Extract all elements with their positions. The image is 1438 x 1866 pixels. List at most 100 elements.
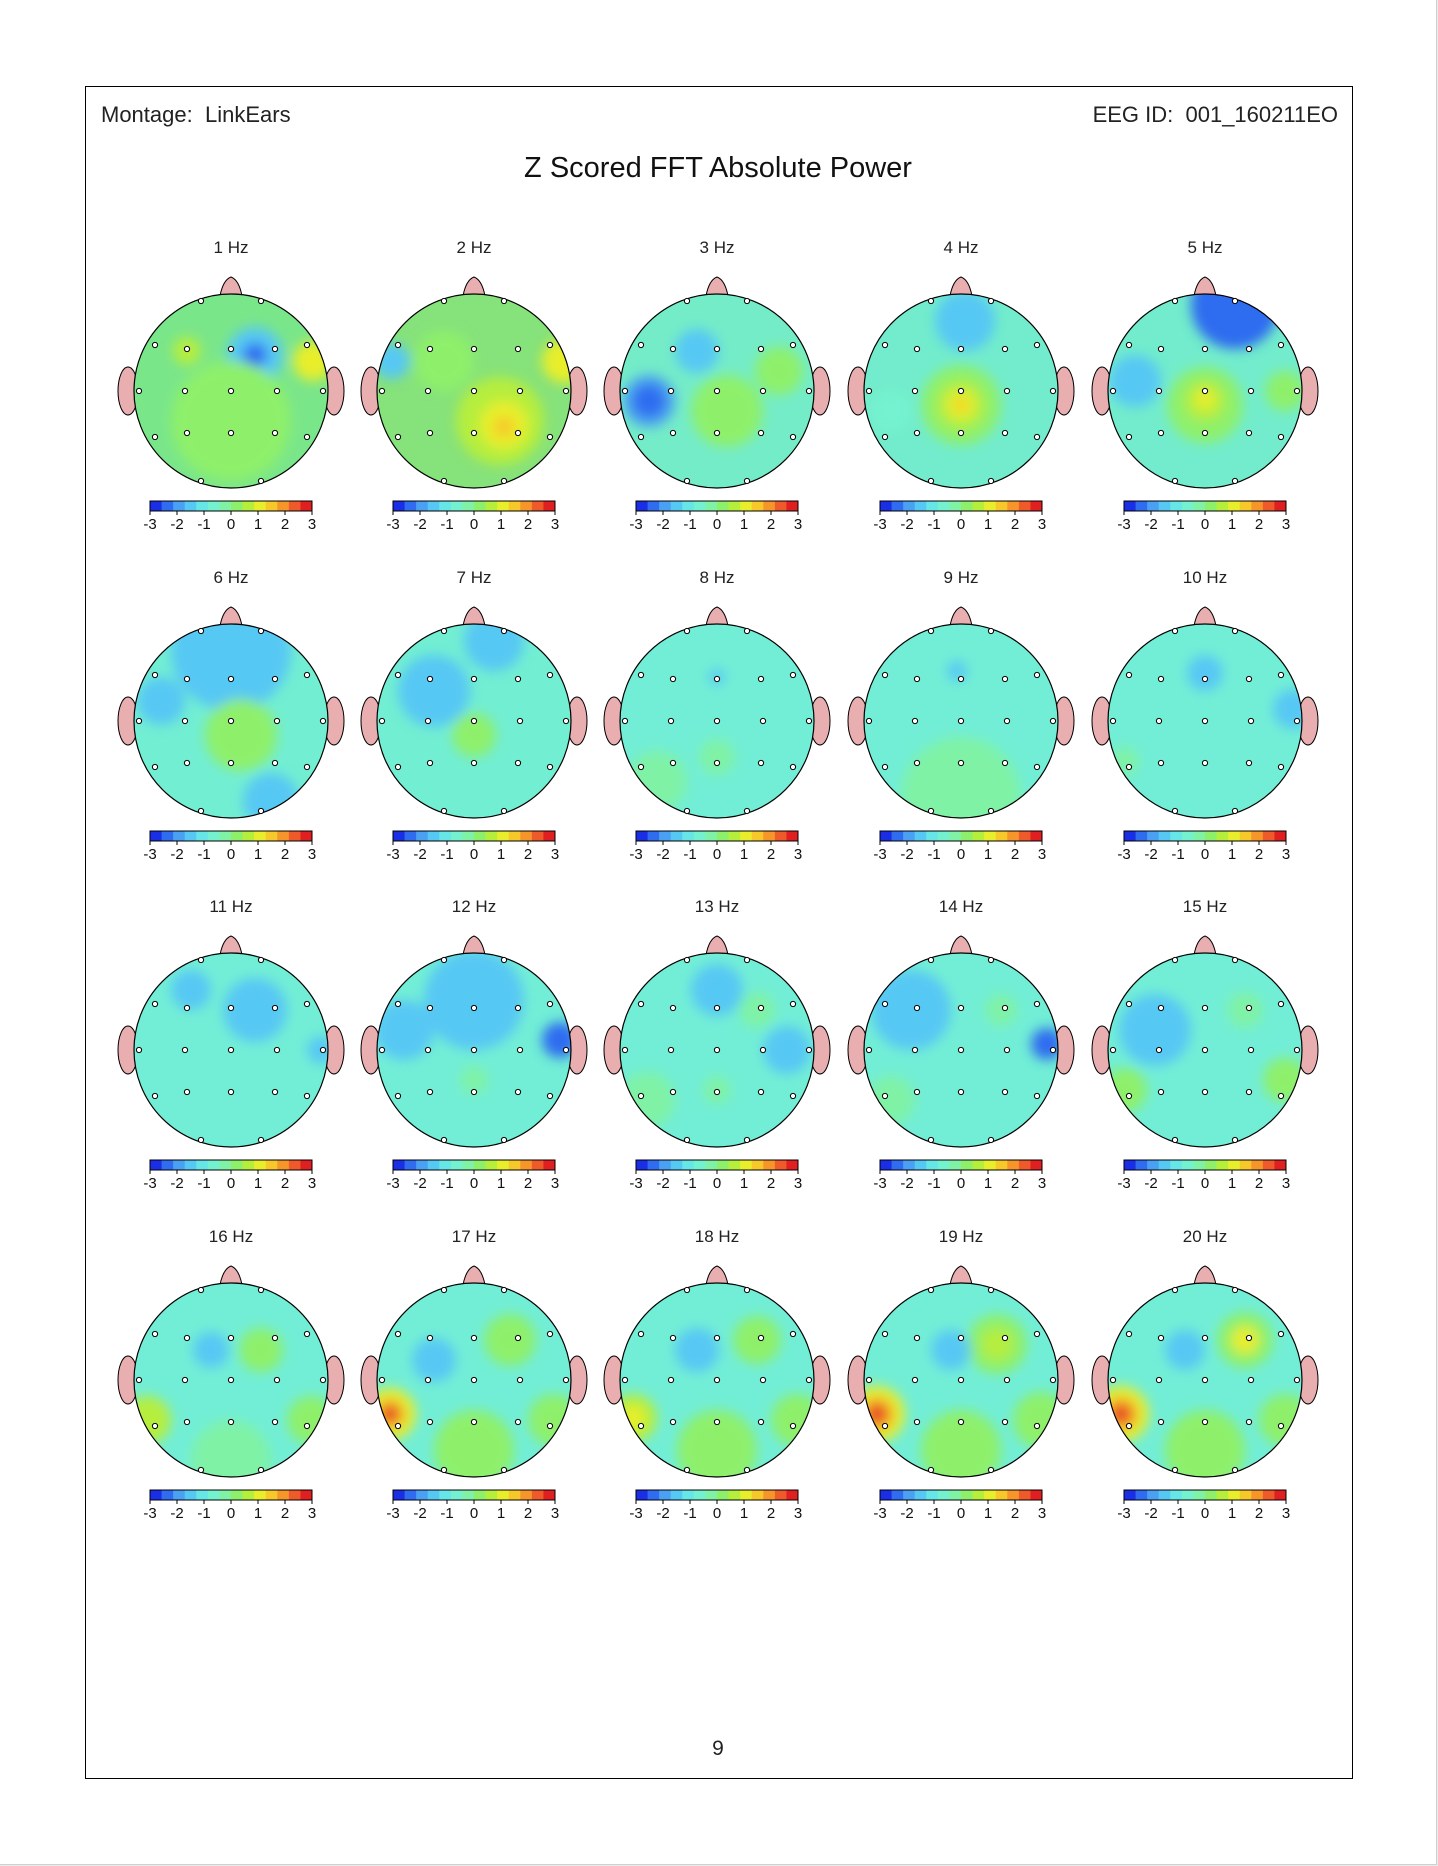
- colorbar-segment: [728, 831, 741, 841]
- colorbar-segment: [462, 1490, 475, 1500]
- scalp-map: [1108, 624, 1302, 818]
- electrode-dot: [181, 1046, 189, 1054]
- colorbar-segment: [474, 501, 487, 511]
- colorbar-tick-label: -3: [629, 1175, 642, 1192]
- colorbar-segment: [717, 501, 730, 511]
- electrode-dot: [151, 1330, 159, 1338]
- electrode-dot: [197, 297, 205, 305]
- colorbar-segment: [914, 1490, 927, 1500]
- nose: [949, 1265, 973, 1286]
- electrode-dot: [1157, 1088, 1165, 1096]
- topomap: 8 Hz -3 -2 -1 0 1 2 3: [603, 568, 831, 863]
- scalp-region: [452, 713, 496, 757]
- colorbar-tick-label: 2: [767, 1505, 775, 1522]
- scalp-region: [675, 1328, 719, 1372]
- colorbar-segment: [995, 501, 1008, 511]
- colorbar-tick-label: -3: [873, 1175, 886, 1192]
- scalp-region: [205, 699, 277, 771]
- colorbar: -3 -2 -1 0 1 2 3: [386, 830, 559, 863]
- colorbar-segment: [995, 831, 1008, 841]
- electrode-dot: [562, 717, 570, 725]
- colorbar-segment: [1007, 501, 1020, 511]
- electrode-dot: [621, 1376, 629, 1384]
- colorbar-tick-label: -3: [143, 846, 156, 863]
- electrode-dot: [546, 1000, 554, 1008]
- scalp-map: [134, 624, 328, 818]
- electrode-dot: [1125, 763, 1133, 771]
- electrode-dot: [516, 1046, 524, 1054]
- head-outline: [619, 1282, 815, 1478]
- colorbar-segment: [439, 831, 452, 841]
- electrode-dot: [1277, 1422, 1285, 1430]
- electrode-dot: [637, 1422, 645, 1430]
- electrode-dot: [470, 1376, 478, 1384]
- electrode-dot: [1171, 1136, 1179, 1144]
- colorbar-tick-label: -3: [386, 846, 399, 863]
- colorbar-segment: [693, 1160, 706, 1170]
- colorbar-segment: [1124, 831, 1137, 841]
- page-frame: [85, 86, 1353, 1779]
- colorbar-segment: [1135, 1490, 1148, 1500]
- topomap-frequency-label: 16 Hz: [209, 1227, 253, 1246]
- electrode-dot: [805, 1046, 813, 1054]
- colorbar-segment: [497, 1160, 510, 1170]
- topomap-frequency-label: 3 Hz: [700, 238, 735, 257]
- colorbar-segment: [393, 501, 406, 511]
- colorbar-segment: [1158, 1490, 1171, 1500]
- electrode-dot: [546, 341, 554, 349]
- electrode-dot: [227, 675, 235, 683]
- head-outline: [376, 293, 572, 489]
- electrode-dot: [1201, 429, 1209, 437]
- electrode-dot: [1157, 1334, 1165, 1342]
- colorbar-tick-label: -1: [1171, 1175, 1184, 1192]
- electrode-dot: [257, 1466, 265, 1474]
- electrode-dot: [1001, 1004, 1009, 1012]
- colorbar-segment: [161, 1160, 174, 1170]
- colorbar-segment: [984, 1490, 997, 1500]
- electrode-dot: [440, 297, 448, 305]
- electrode-dot: [987, 1286, 995, 1294]
- colorbar-segment: [173, 1160, 186, 1170]
- nose: [1193, 606, 1217, 627]
- colorbar-segment: [786, 1490, 799, 1500]
- colorbar-segment: [880, 501, 893, 511]
- colorbar-segment: [254, 1490, 267, 1500]
- colorbar-tick-label: -3: [873, 516, 886, 533]
- colorbar-tick-label: 0: [957, 516, 965, 533]
- colorbar: -3 -2 -1 0 1 2 3: [873, 1159, 1046, 1192]
- colorbar-tick-label: -1: [927, 1505, 940, 1522]
- electrode-dot: [426, 1088, 434, 1096]
- electrode-dot: [257, 297, 265, 305]
- colorbar-tick-label: 2: [524, 846, 532, 863]
- electrode-dot: [151, 671, 159, 679]
- topomap: 17 Hz -3 -2 -1 0 1 2 3: [360, 1227, 588, 1522]
- colorbar-segment: [763, 501, 776, 511]
- colorbar-tick-label: -3: [629, 516, 642, 533]
- colorbar-segment: [277, 501, 290, 511]
- colorbar-segment: [774, 1490, 787, 1500]
- colorbar-segment: [636, 501, 649, 511]
- scalp-region: [1113, 1406, 1129, 1422]
- electrode-dot: [440, 627, 448, 635]
- colorbar-segment: [485, 1490, 498, 1500]
- topomap: 10 Hz -3 -2 -1 0 1 2 3: [1091, 568, 1319, 863]
- electrode-dot: [743, 1136, 751, 1144]
- electrode-dot: [516, 387, 524, 395]
- electrode-dot: [1001, 1418, 1009, 1426]
- scalp-region: [171, 624, 291, 711]
- electrode-dot: [1201, 1088, 1209, 1096]
- scalp-region: [193, 1332, 229, 1368]
- electrode-dot: [757, 1418, 765, 1426]
- colorbar-segment: [937, 831, 950, 841]
- nose: [949, 276, 973, 297]
- electrode-dot: [1033, 341, 1041, 349]
- colorbar-tick-label: -3: [386, 1175, 399, 1192]
- topomap-frequency-label: 17 Hz: [452, 1227, 496, 1246]
- colorbar-segment: [728, 501, 741, 511]
- electrode-dot: [1125, 433, 1133, 441]
- scalp-region: [460, 1066, 488, 1094]
- electrode-dot: [667, 387, 675, 395]
- topomap-frequency-label: 8 Hz: [700, 568, 735, 587]
- electrode-dot: [227, 1004, 235, 1012]
